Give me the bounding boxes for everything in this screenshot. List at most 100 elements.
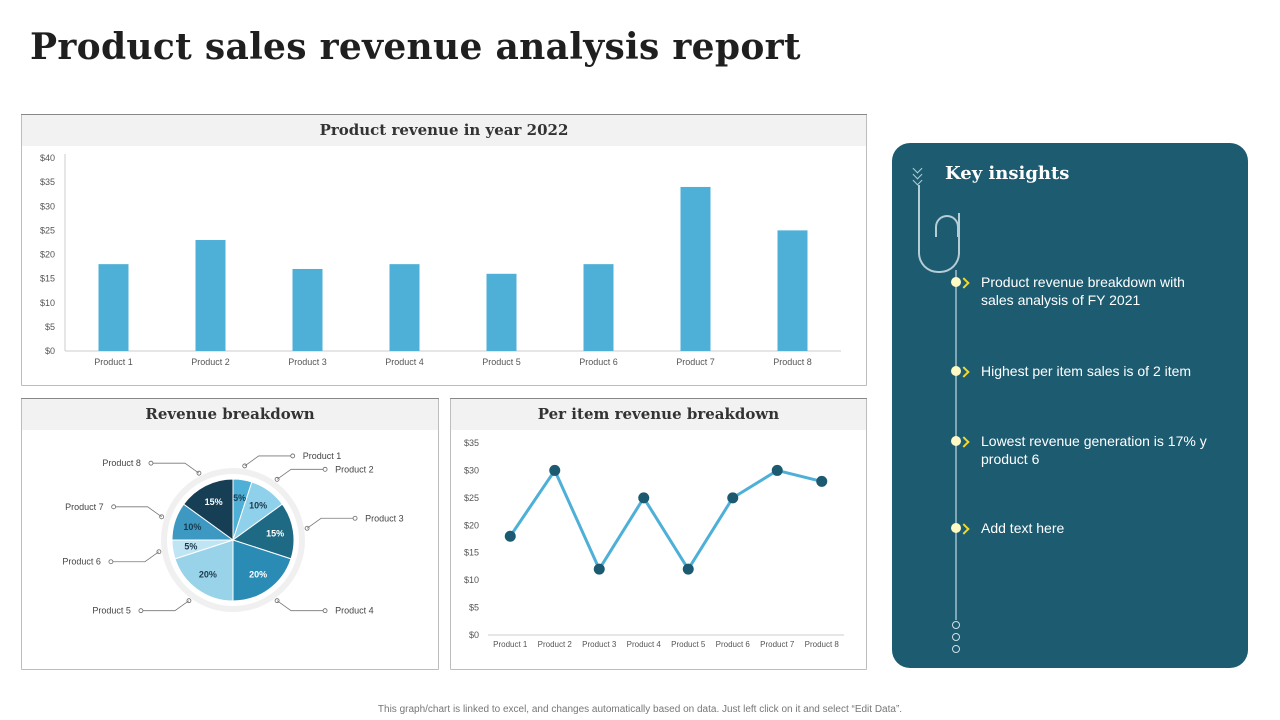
leader-line	[276, 468, 326, 480]
data-point	[638, 492, 650, 504]
x-tick-label: Product 1	[493, 640, 528, 649]
pie-slice	[232, 539, 292, 602]
decorative-loop	[918, 213, 960, 273]
data-point	[504, 530, 516, 542]
x-tick-label: Product 4	[385, 357, 424, 367]
data-point	[593, 563, 605, 575]
y-tick-label: $40	[40, 153, 55, 163]
x-tick-label: Product 2	[538, 640, 573, 649]
bullet-icon	[951, 523, 961, 533]
x-tick-label: Product 5	[482, 357, 521, 367]
pie-ring	[161, 468, 305, 612]
x-tick-label: Product 5	[671, 640, 706, 649]
y-tick-label: $25	[40, 225, 55, 235]
y-tick-label: $10	[40, 298, 55, 308]
x-tick-label: Product 3	[582, 640, 617, 649]
decorative-line	[918, 185, 920, 225]
series-line	[509, 468, 823, 571]
insight-item: Lowest revenue generation is 17% y produ…	[981, 433, 1207, 467]
bar-chart[interactable]: $0 $5 $10 $15 $20 $25 $30 $35 $40 Product 1 Produc…	[21, 114, 867, 386]
y-tick-label: $5	[469, 603, 479, 613]
pie-chart[interactable]: 5% Product 1 10% Product 2 15% Product 3 20% Pr…	[21, 398, 439, 670]
bar-chart-panel: Product revenue in year 2022 $0 $5 $10 $15 $…	[21, 114, 867, 386]
pie-legend-label: Product 2	[335, 464, 374, 474]
leader-line	[306, 517, 356, 529]
y-tick-label: $20	[40, 250, 55, 260]
bar	[389, 264, 420, 351]
bar-chart-title: Product revenue in year 2022	[21, 114, 867, 146]
leader-line	[113, 506, 162, 518]
x-tick-label: Product 8	[805, 640, 840, 649]
y-tick-label: $10	[464, 575, 479, 585]
y-tick-label: $25	[464, 493, 479, 503]
pie-legend-label: Product 8	[102, 458, 141, 468]
leader-dot	[322, 608, 328, 614]
bullet-icon	[951, 436, 961, 446]
data-point	[549, 464, 561, 476]
slice-label: 5%	[184, 542, 197, 552]
page-title: Product sales revenue analysis report	[30, 26, 801, 68]
key-insights-panel: Key insights Product revenue breakdown w…	[892, 143, 1248, 668]
timeline-dot	[952, 645, 960, 653]
bar	[777, 230, 808, 351]
y-tick-label: $0	[45, 346, 55, 356]
bar	[292, 268, 323, 351]
x-tick-label: Product 2	[191, 357, 230, 367]
leader-line	[244, 455, 293, 467]
leader-dot	[111, 504, 117, 510]
pie-legend-label: Product 6	[62, 557, 101, 567]
slice-label: 15%	[266, 528, 284, 538]
pie-legend-label: Product 4	[335, 606, 374, 616]
bar	[680, 186, 711, 351]
leader-dot	[322, 466, 328, 472]
leader-line	[150, 462, 200, 474]
y-tick-label: $35	[40, 177, 55, 187]
insight-item: Add text here	[981, 520, 1065, 536]
slice-label: 10%	[249, 500, 267, 510]
y-tick-label: $5	[45, 322, 55, 332]
pie-chart-panel: Revenue breakdown 5% Product 1 10% Product …	[21, 398, 439, 670]
insight-item: Highest per item sales is of 2 item	[981, 363, 1192, 379]
data-point	[771, 464, 783, 476]
bullet-icon	[951, 366, 961, 376]
footer-note: This graph/chart is linked to excel, and…	[377, 704, 903, 715]
pie-slice	[174, 539, 234, 602]
leader-dot	[148, 460, 154, 466]
bar	[486, 273, 517, 351]
bar	[583, 264, 614, 351]
bullet-icon	[951, 277, 961, 287]
line-chart-panel: Per item revenue breakdown $0 $5 $10 $15 $20…	[450, 398, 867, 670]
pie-legend-label: Product 3	[365, 513, 404, 523]
pie-legend-label: Product 5	[92, 606, 131, 616]
timeline-dot	[952, 633, 960, 641]
insights-title: Key insights	[945, 163, 1070, 184]
slice-label: 20%	[249, 570, 267, 580]
y-tick-label: $15	[464, 548, 479, 558]
panel-border	[21, 114, 867, 386]
pie-slice	[182, 478, 234, 541]
data-point	[727, 492, 739, 504]
leader-line	[110, 551, 160, 563]
pie-slice	[231, 503, 295, 560]
x-tick-label: Product 6	[579, 357, 618, 367]
x-tick-label: Product 1	[94, 357, 133, 367]
data-point	[816, 475, 828, 487]
y-tick-label: $15	[40, 274, 55, 284]
chevron-down-icon	[912, 175, 923, 186]
line-chart[interactable]: $0 $5 $10 $15 $20 $25 $30 $35 Product 1 Product 2…	[450, 398, 867, 670]
decorative-loop	[935, 215, 959, 237]
slice-label: 5%	[233, 493, 246, 503]
timeline-dot	[952, 621, 960, 629]
x-tick-label: Product 4	[627, 640, 662, 649]
leader-line	[276, 600, 326, 612]
x-tick-label: Product 3	[288, 357, 327, 367]
data-point	[682, 563, 694, 575]
leader-dot	[352, 515, 358, 521]
bar	[195, 240, 226, 351]
x-tick-label: Product 8	[773, 357, 812, 367]
leader-line	[140, 600, 190, 612]
slice-label: 15%	[205, 497, 223, 507]
y-tick-label: $30	[40, 201, 55, 211]
x-tick-label: Product 7	[676, 357, 715, 367]
pie-chart-title: Revenue breakdown	[21, 398, 439, 430]
